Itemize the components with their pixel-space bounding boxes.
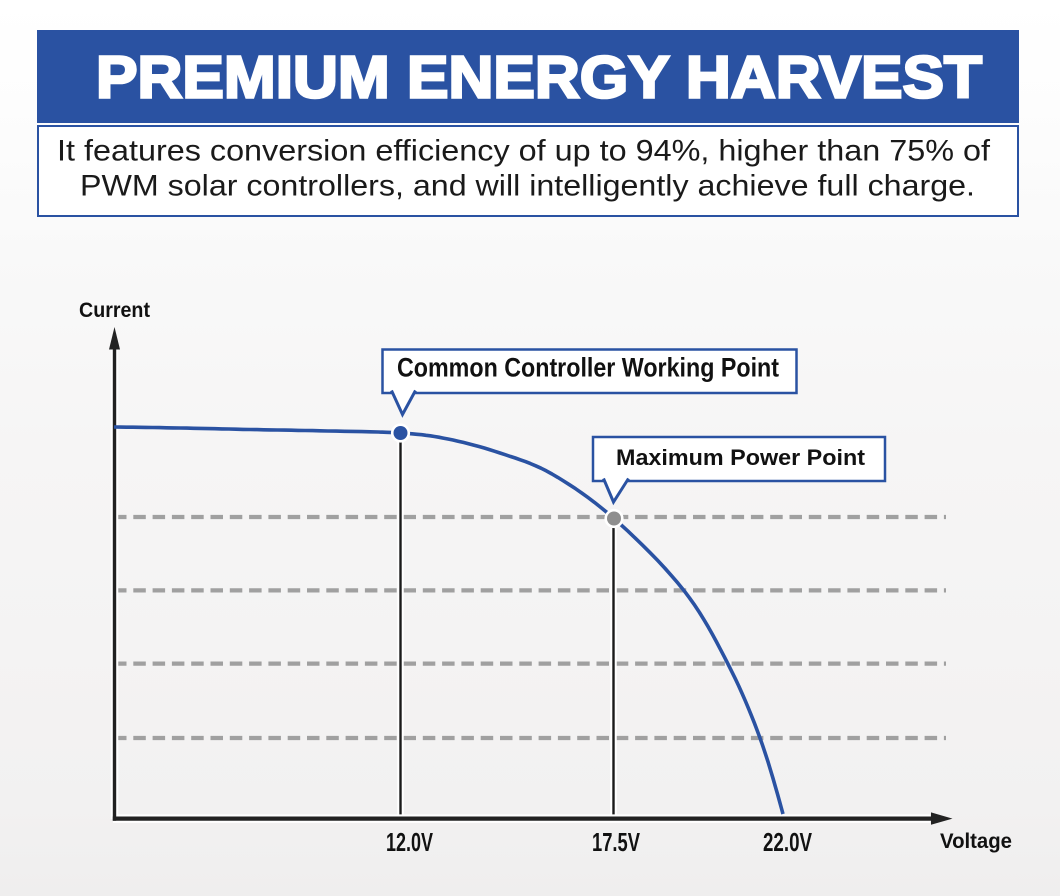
svg-text:Common Controller Working Poin: Common Controller Working Point — [397, 353, 779, 383]
svg-text:Maximum Power Point: Maximum Power Point — [616, 445, 866, 470]
svg-text:17.5V: 17.5V — [592, 829, 640, 857]
svg-text:PWM solar controllers, and wil: PWM solar controllers, and will intellig… — [80, 170, 975, 203]
svg-text:12.0V: 12.0V — [386, 829, 433, 857]
svg-text:It features conversion efficie: It features conversion efficiency of up … — [57, 135, 991, 168]
svg-text:22.0V: 22.0V — [763, 829, 812, 857]
svg-text:PREMIUM ENERGY HARVEST: PREMIUM ENERGY HARVEST — [96, 45, 982, 111]
svg-text:Voltage: Voltage — [940, 829, 1012, 853]
svg-text:Current: Current — [79, 298, 150, 322]
